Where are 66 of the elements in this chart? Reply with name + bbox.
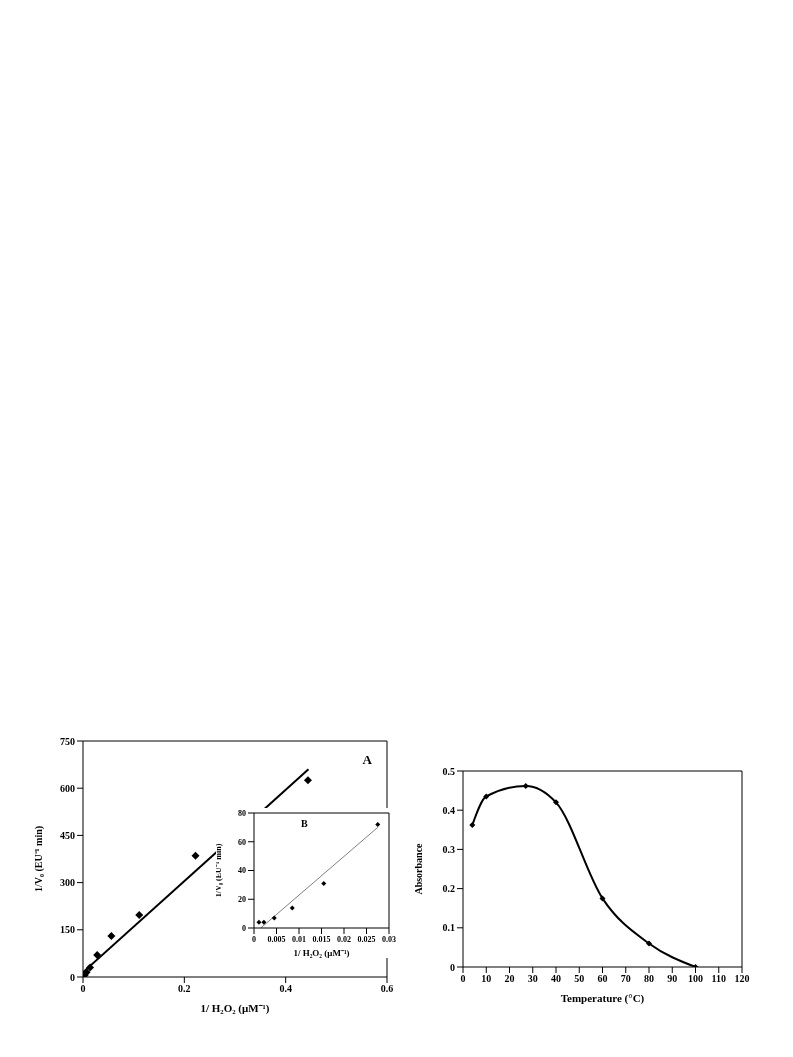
y-tick-label: 0.2: [442, 883, 455, 895]
point: [191, 851, 200, 860]
x-tick-label: 0.02: [337, 934, 351, 944]
x-tick-label: 70: [620, 973, 631, 985]
x-axis-title: 1/ H₂O₂ (μM⁻¹): [293, 948, 350, 958]
x-tick-label: 10: [481, 973, 492, 985]
y-tick-label: 450: [60, 829, 75, 841]
x-tick-label: 80: [644, 973, 654, 985]
x-tick-label: 0.005: [267, 934, 286, 944]
point: [375, 822, 381, 827]
y-axis-title: 1/V₀ (EU⁻¹ min): [213, 843, 223, 898]
x-tick-label: 60: [597, 973, 608, 985]
y-tick-label: 750: [60, 735, 75, 747]
point: [469, 822, 476, 829]
y-axis-title: Absorbance: [412, 842, 424, 895]
y-tick-label: 0.1: [442, 922, 455, 934]
x-tick-label: 0.03: [382, 934, 396, 944]
x-tick-label: 0: [460, 973, 466, 985]
point: [553, 799, 559, 806]
point: [303, 776, 312, 785]
point: [321, 880, 327, 886]
x-tick-label: 50: [574, 973, 585, 985]
y-tick-label: 40: [238, 866, 246, 876]
x-tick-label: 120: [734, 973, 750, 985]
x-tick-label: 30: [527, 973, 538, 985]
y-tick-label: 600: [60, 782, 75, 794]
y-axis-title: 1/V₀ (EU⁻¹ min): [32, 825, 45, 893]
x-axis-title: Temperature (°C): [560, 992, 645, 1005]
y-tick-label: 150: [60, 924, 75, 936]
y-tick-label: 80: [238, 808, 246, 818]
point: [271, 915, 277, 921]
annotation: B: [301, 818, 308, 829]
point: [599, 895, 606, 902]
x-tick-label: 0.6: [380, 983, 394, 995]
point: [135, 911, 144, 920]
y-tick-label: 300: [60, 877, 75, 889]
x-tick-label: 0: [80, 983, 86, 995]
point: [256, 919, 262, 925]
x-tick-label: 0.025: [357, 934, 376, 944]
x-tick-label: 0.2: [178, 983, 191, 995]
y-tick-label: 0.3: [442, 843, 455, 855]
x-tick-label: 0.4: [279, 983, 292, 995]
point: [261, 919, 267, 925]
x-tick-label: 40: [551, 973, 561, 985]
point: [522, 782, 529, 789]
y-tick-label: 0.5: [442, 765, 455, 777]
point: [93, 950, 102, 959]
annotation: A: [362, 752, 372, 768]
y-tick-label: 0: [242, 923, 246, 933]
x-tick-label: 110: [711, 973, 726, 985]
y-tick-label: 60: [238, 837, 246, 847]
y-tick-label: 0.4: [442, 804, 455, 816]
point: [646, 940, 652, 947]
point: [107, 932, 116, 941]
x-tick-label: 100: [688, 973, 703, 985]
x-axis-title: 1/ H₂O₂ (μM⁻¹): [200, 1002, 270, 1015]
point: [289, 905, 295, 911]
x-tick-label: 0.01: [292, 934, 306, 944]
x-tick-label: 0: [252, 934, 256, 944]
point: [483, 793, 490, 800]
x-tick-label: 90: [667, 973, 678, 985]
y-tick-label: 0: [450, 961, 455, 973]
x-tick-label: 0.015: [312, 934, 331, 944]
x-tick-label: 20: [504, 973, 515, 985]
point: [86, 963, 95, 972]
y-tick-label: 20: [238, 895, 246, 905]
